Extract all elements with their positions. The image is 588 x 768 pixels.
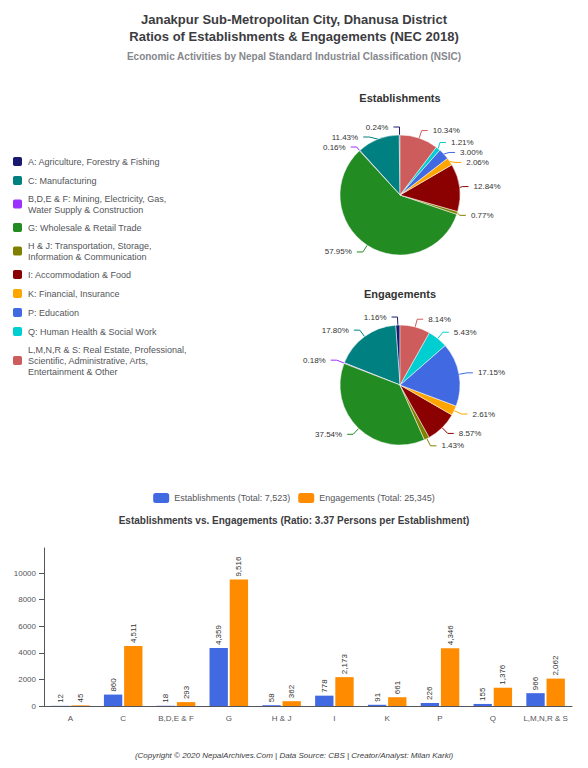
svg-text:1,376: 1,376 bbox=[498, 664, 507, 685]
svg-text:12.84%: 12.84% bbox=[474, 182, 501, 191]
svg-text:12: 12 bbox=[56, 693, 65, 702]
svg-text:1.21%: 1.21% bbox=[451, 138, 474, 147]
svg-text:C: C bbox=[120, 714, 126, 723]
svg-text:P: P bbox=[437, 714, 442, 723]
svg-text:Engagements: Engagements bbox=[364, 288, 436, 300]
svg-text:Water Supply & Construction: Water Supply & Construction bbox=[28, 205, 143, 215]
svg-text:58: 58 bbox=[267, 693, 276, 702]
svg-text:A: A bbox=[68, 714, 74, 723]
svg-text:10.34%: 10.34% bbox=[433, 126, 460, 135]
svg-text:0.18%: 0.18% bbox=[303, 356, 326, 365]
svg-text:Engagements (Total: 25,345): Engagements (Total: 25,345) bbox=[319, 493, 435, 503]
svg-text:Establishments: Establishments bbox=[359, 92, 440, 104]
svg-text:2000: 2000 bbox=[18, 675, 36, 684]
svg-text:226: 226 bbox=[425, 686, 434, 700]
svg-text:B,D,E & F: B,D,E & F bbox=[158, 714, 194, 723]
svg-text:A: Agriculture, Forestry & Fis: A: Agriculture, Forestry & Fishing bbox=[28, 157, 160, 167]
svg-text:37.54%: 37.54% bbox=[315, 430, 342, 439]
svg-text:2.06%: 2.06% bbox=[466, 158, 489, 167]
svg-text:Scientific, Administrative, Ar: Scientific, Administrative, Arts, bbox=[28, 356, 148, 366]
svg-text:0.77%: 0.77% bbox=[471, 211, 494, 220]
svg-text:8000: 8000 bbox=[18, 595, 36, 604]
svg-text:18: 18 bbox=[161, 693, 170, 702]
svg-text:6000: 6000 bbox=[18, 622, 36, 631]
svg-text:0.16%: 0.16% bbox=[323, 143, 346, 152]
svg-text:I: Accommodation & Food: I: Accommodation & Food bbox=[28, 270, 131, 280]
svg-text:10000: 10000 bbox=[14, 569, 37, 578]
svg-text:P: Education: P: Education bbox=[28, 308, 79, 318]
svg-text:966: 966 bbox=[531, 676, 540, 690]
svg-text:2,173: 2,173 bbox=[340, 654, 349, 675]
svg-text:I: I bbox=[333, 714, 335, 723]
svg-text:B,D,E & F: Mining, Electricity: B,D,E & F: Mining, Electricity, Gas, bbox=[28, 194, 166, 204]
svg-text:2.61%: 2.61% bbox=[472, 410, 495, 419]
svg-text:L,M,N,R & S: L,M,N,R & S bbox=[523, 714, 567, 723]
svg-text:Ratios of Establishments & Eng: Ratios of Establishments & Engagements (… bbox=[129, 29, 458, 44]
svg-text:17.80%: 17.80% bbox=[322, 326, 349, 335]
svg-text:0.24%: 0.24% bbox=[366, 123, 389, 132]
svg-text:0: 0 bbox=[32, 702, 37, 711]
svg-text:H & J: Transportation, Storage: H & J: Transportation, Storage, bbox=[28, 241, 152, 251]
svg-text:H & J: H & J bbox=[272, 714, 292, 723]
svg-text:Q: Q bbox=[490, 714, 496, 723]
svg-text:Establishments (Total: 7,523): Establishments (Total: 7,523) bbox=[174, 493, 290, 503]
svg-text:Establishments vs. Engagements: Establishments vs. Engagements (Ratio: 3… bbox=[119, 515, 470, 526]
svg-text:Information & Communication: Information & Communication bbox=[28, 252, 147, 262]
svg-text:K: K bbox=[385, 714, 391, 723]
svg-text:4000: 4000 bbox=[18, 648, 36, 657]
svg-text:4,511: 4,511 bbox=[129, 623, 138, 643]
svg-text:L,M,N,R & S: Real Estate, Prof: L,M,N,R & S: Real Estate, Professional, bbox=[28, 345, 187, 355]
svg-text:45: 45 bbox=[76, 693, 85, 702]
svg-text:155: 155 bbox=[478, 687, 487, 701]
svg-text:91: 91 bbox=[373, 692, 382, 701]
svg-text:57.95%: 57.95% bbox=[325, 247, 352, 256]
svg-text:Economic Activities by Nepal S: Economic Activities by Nepal Standard In… bbox=[127, 51, 461, 62]
svg-text:362: 362 bbox=[287, 684, 296, 698]
svg-text:778: 778 bbox=[320, 679, 329, 693]
svg-text:2,062: 2,062 bbox=[551, 655, 560, 676]
svg-text:1.16%: 1.16% bbox=[364, 313, 387, 322]
svg-text:9,516: 9,516 bbox=[234, 556, 243, 577]
svg-text:4,346: 4,346 bbox=[446, 625, 455, 646]
svg-text:661: 661 bbox=[393, 680, 402, 694]
svg-text:8.57%: 8.57% bbox=[459, 429, 482, 438]
svg-text:Q: Human Health & Social Work: Q: Human Health & Social Work bbox=[28, 327, 157, 337]
svg-text:Entertainment & Other: Entertainment & Other bbox=[28, 367, 118, 377]
svg-text:3.00%: 3.00% bbox=[460, 148, 483, 157]
svg-text:860: 860 bbox=[109, 678, 118, 692]
svg-text:5.43%: 5.43% bbox=[454, 328, 477, 337]
svg-text:(Copyright © 2020 NepalArchive: (Copyright © 2020 NepalArchives.Com | Da… bbox=[135, 751, 454, 760]
svg-text:11.43%: 11.43% bbox=[332, 133, 359, 142]
svg-text:G: Wholesale & Retail Trade: G: Wholesale & Retail Trade bbox=[28, 223, 142, 233]
svg-text:17.15%: 17.15% bbox=[478, 368, 505, 377]
svg-text:1.43%: 1.43% bbox=[441, 441, 464, 450]
svg-text:Janakpur Sub-Metropolitan City: Janakpur Sub-Metropolitan City, Dhanusa … bbox=[141, 12, 448, 27]
svg-text:4,359: 4,359 bbox=[214, 625, 223, 646]
svg-text:8.14%: 8.14% bbox=[428, 315, 451, 324]
svg-text:K: Financial, Insurance: K: Financial, Insurance bbox=[28, 289, 120, 299]
svg-text:C: Manufacturing: C: Manufacturing bbox=[28, 176, 97, 186]
svg-text:293: 293 bbox=[182, 685, 191, 699]
svg-text:G: G bbox=[226, 714, 232, 723]
